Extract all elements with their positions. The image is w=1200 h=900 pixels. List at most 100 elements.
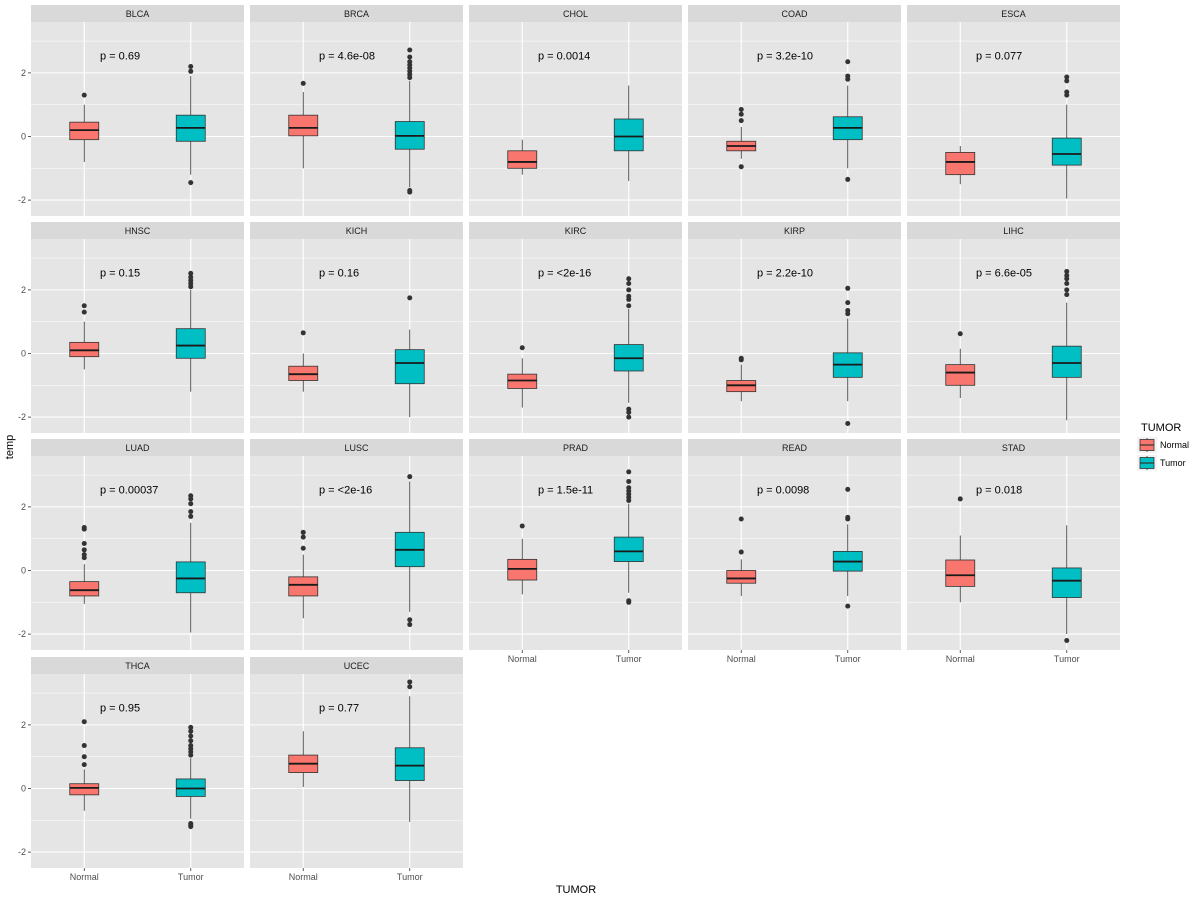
box-iqr: [175, 561, 206, 594]
box-iqr: [1051, 137, 1082, 166]
p-value-label: p = <2e-16: [538, 267, 591, 279]
outlier-point: [845, 514, 851, 520]
box-normal: [288, 80, 319, 169]
facet-strip: [31, 439, 244, 456]
box-tumor: [175, 270, 206, 392]
facet-strip: [469, 439, 682, 456]
facet-strip-label: KIRC: [565, 226, 587, 236]
legend-entry-normal: Normal: [1137, 437, 1189, 453]
facet-strip-label: KIRP: [784, 226, 805, 236]
outlier-point: [845, 420, 851, 426]
outlier-point: [845, 486, 851, 492]
box-iqr: [945, 364, 976, 386]
outlier-point: [188, 274, 194, 280]
outlier-point: [81, 754, 87, 760]
box-normal: [945, 146, 976, 185]
facet-strip-label: KICH: [346, 226, 368, 236]
outlier-point: [407, 679, 413, 685]
box-iqr: [288, 114, 319, 137]
box-normal: [945, 331, 976, 399]
legend-label-normal: Normal: [1160, 440, 1189, 450]
box-iqr: [613, 118, 644, 152]
p-value-label: p = 1.5e-11: [538, 484, 593, 496]
box-iqr: [69, 581, 100, 597]
facet-strip-label: BRCA: [344, 9, 369, 19]
outlier-point: [188, 501, 194, 507]
panel-background: [31, 674, 244, 868]
panel-background: [688, 239, 901, 433]
box-normal: [726, 516, 757, 596]
outlier-point: [626, 409, 632, 415]
panel-lusc: LUSC p = <2e-16: [250, 439, 463, 650]
facet-strip: [250, 5, 463, 22]
p-value-label: p = 6.6e-05: [976, 267, 1032, 279]
p-value-label: p = 0.018: [976, 484, 1022, 496]
box-tumor: [832, 486, 863, 609]
box-iqr: [507, 150, 538, 169]
p-value-label: p = 0.0014: [538, 50, 590, 62]
box-normal: [507, 139, 538, 175]
box-tumor: [175, 724, 206, 830]
p-value-label: p = 0.00037: [100, 484, 158, 496]
box-tumor: [394, 295, 425, 418]
outlier-point: [407, 47, 413, 53]
outlier-point: [845, 176, 851, 182]
y-tick-label: -2: [18, 847, 26, 857]
box-tumor: [1051, 525, 1082, 643]
p-value-label: p = 0.0098: [757, 484, 809, 496]
panel-kirc: KIRC p = <2e-16: [469, 222, 682, 433]
legend-label-tumor: Tumor: [1160, 458, 1186, 468]
facet-strip: [250, 439, 463, 456]
outlier-point: [738, 549, 744, 555]
outlier-point: [81, 719, 87, 725]
outlier-point: [188, 513, 194, 519]
box-normal: [726, 355, 757, 402]
outlier-point: [407, 54, 413, 60]
x-tick-label: Normal: [946, 654, 975, 664]
facet-strip: [250, 222, 463, 239]
outlier-point: [845, 59, 851, 65]
box-normal: [69, 719, 100, 811]
facet-strip: [31, 222, 244, 239]
x-tick-label: Tumor: [178, 872, 204, 882]
box-normal: [507, 345, 538, 408]
y-tick-label: -2: [18, 195, 26, 205]
y-tick-label: 0: [21, 131, 26, 141]
outlier-point: [626, 303, 632, 309]
panel-read: READ Normal Tumor p = 0.0098: [688, 439, 901, 664]
panel-stad: STAD Normal Tumor p = 0.018: [907, 439, 1120, 664]
x-axis-title: TUMOR: [556, 884, 596, 896]
p-value-label: p = 0.77: [319, 702, 359, 714]
panel-background: [31, 456, 244, 650]
outlier-point: [845, 285, 851, 291]
outlier-point: [300, 529, 306, 535]
p-value-label: p = 3.2e-10: [757, 50, 813, 62]
outlier-point: [738, 355, 744, 361]
y-tick-label: -2: [18, 629, 26, 639]
box-normal: [69, 92, 100, 162]
facet-strip: [907, 439, 1120, 456]
panel-thca: THCA -2 0 2 Normal Tumor p = 0.95: [18, 657, 244, 882]
facet-strip-label: CHOL: [563, 9, 588, 19]
outlier-point: [188, 509, 194, 515]
box-tumor: [394, 474, 425, 628]
outlier-point: [845, 603, 851, 609]
p-value-label: p = 0.077: [976, 50, 1022, 62]
outlier-point: [300, 80, 306, 86]
outlier-point: [626, 485, 632, 491]
x-tick-label: Tumor: [397, 872, 423, 882]
outlier-point: [407, 474, 413, 480]
outlier-point: [81, 309, 87, 315]
box-normal: [69, 303, 100, 370]
outlier-point: [407, 59, 413, 65]
outlier-point: [626, 414, 632, 420]
facet-strip-label: PRAD: [563, 443, 589, 453]
outlier-point: [188, 68, 194, 74]
y-tick-label: 2: [21, 720, 26, 730]
panel-background: [688, 22, 901, 216]
box-normal: [288, 529, 319, 619]
panel-background: [907, 239, 1120, 433]
outlier-point: [188, 64, 194, 70]
outlier-point: [845, 73, 851, 79]
p-value-label: p = 0.95: [100, 702, 140, 714]
